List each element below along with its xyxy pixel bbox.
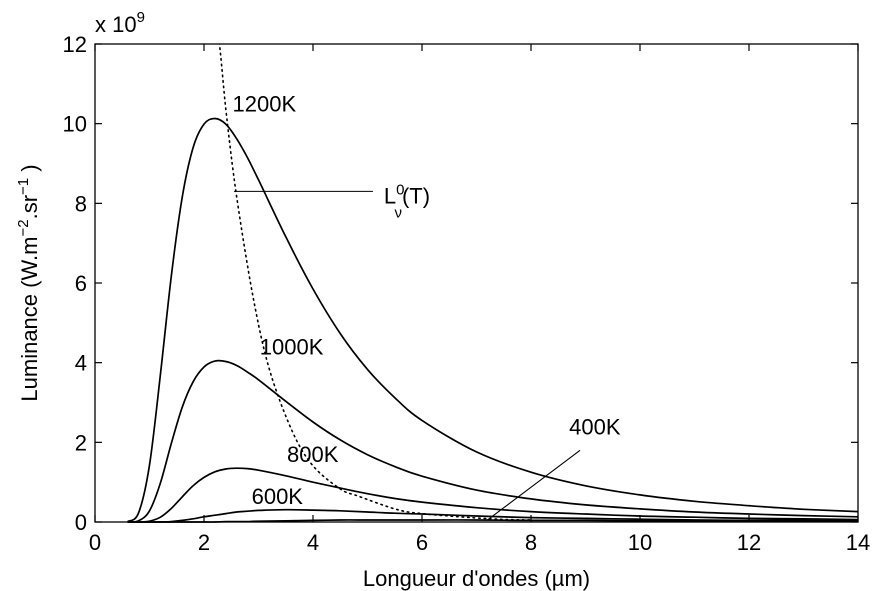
x-tick-label-3: 6 bbox=[416, 530, 428, 555]
curves bbox=[127, 44, 859, 523]
y-axis-label-exp-2: −1 bbox=[15, 178, 32, 195]
y-tick-label-6: 12 bbox=[63, 32, 87, 57]
curve-label-1200K: 1200K bbox=[233, 92, 297, 117]
y-tick-label-2: 4 bbox=[75, 351, 87, 376]
annotations: 1200K 1000K 800K 600K 400K bbox=[233, 92, 621, 521]
x-tick-label-2: 4 bbox=[307, 530, 319, 555]
curve-label-600K: 600K bbox=[252, 484, 304, 509]
x-tick-label-0: 0 bbox=[89, 530, 101, 555]
y-tick-label-1: 2 bbox=[75, 430, 87, 455]
axis-ticks: 0 2 4 6 8 10 12 14 0 2 4 6 8 10 12 bbox=[63, 32, 871, 555]
x-tick-label-4: 8 bbox=[525, 530, 537, 555]
y-axis-label-part-3: ) bbox=[17, 164, 42, 177]
peak-locus-label: L0 ν(T) bbox=[384, 181, 430, 221]
series-800K bbox=[127, 467, 859, 523]
y-tick-label-5: 10 bbox=[63, 112, 87, 137]
leader-line-400K bbox=[487, 449, 581, 521]
y-axis-label-exp-1: −2 bbox=[15, 219, 32, 236]
x-tick-label-5: 10 bbox=[628, 530, 652, 555]
x-tick-label-6: 12 bbox=[737, 530, 761, 555]
x-tick-label-1: 2 bbox=[198, 530, 210, 555]
y-tick-label-3: 6 bbox=[75, 271, 87, 296]
y-axis-multiplier: x 109 bbox=[95, 9, 145, 37]
y-tick-label-4: 8 bbox=[75, 191, 87, 216]
series-400K bbox=[127, 519, 858, 523]
curve-label-1000K: 1000K bbox=[260, 335, 324, 360]
y-multiplier-base: x 10 bbox=[95, 12, 137, 37]
curve-label-400K: 400K bbox=[569, 414, 621, 439]
x-axis-label: Longueur d'ondes (µm) bbox=[363, 566, 590, 591]
peak-locus-label-tail: (T) bbox=[402, 183, 430, 208]
peak-locus-label-sub: ν bbox=[394, 204, 402, 221]
y-multiplier-exponent: 9 bbox=[137, 9, 145, 26]
x-tick-label-7: 14 bbox=[846, 530, 870, 555]
y-axis-label-part-2: .sr bbox=[17, 195, 42, 219]
y-axis-label: Luminance (W.m−2.sr−1 ) bbox=[15, 164, 42, 401]
y-axis-label-part-1: Luminance (W.m bbox=[17, 237, 42, 402]
peak-locus-label-base: L bbox=[384, 183, 396, 208]
peak-locus-label-sup: 0 bbox=[396, 181, 404, 198]
curve-label-800K: 800K bbox=[287, 442, 339, 467]
series-1200K bbox=[127, 117, 859, 523]
series-1000K bbox=[127, 359, 859, 523]
series-peak-locus bbox=[218, 44, 532, 521]
y-tick-label-0: 0 bbox=[75, 510, 87, 535]
